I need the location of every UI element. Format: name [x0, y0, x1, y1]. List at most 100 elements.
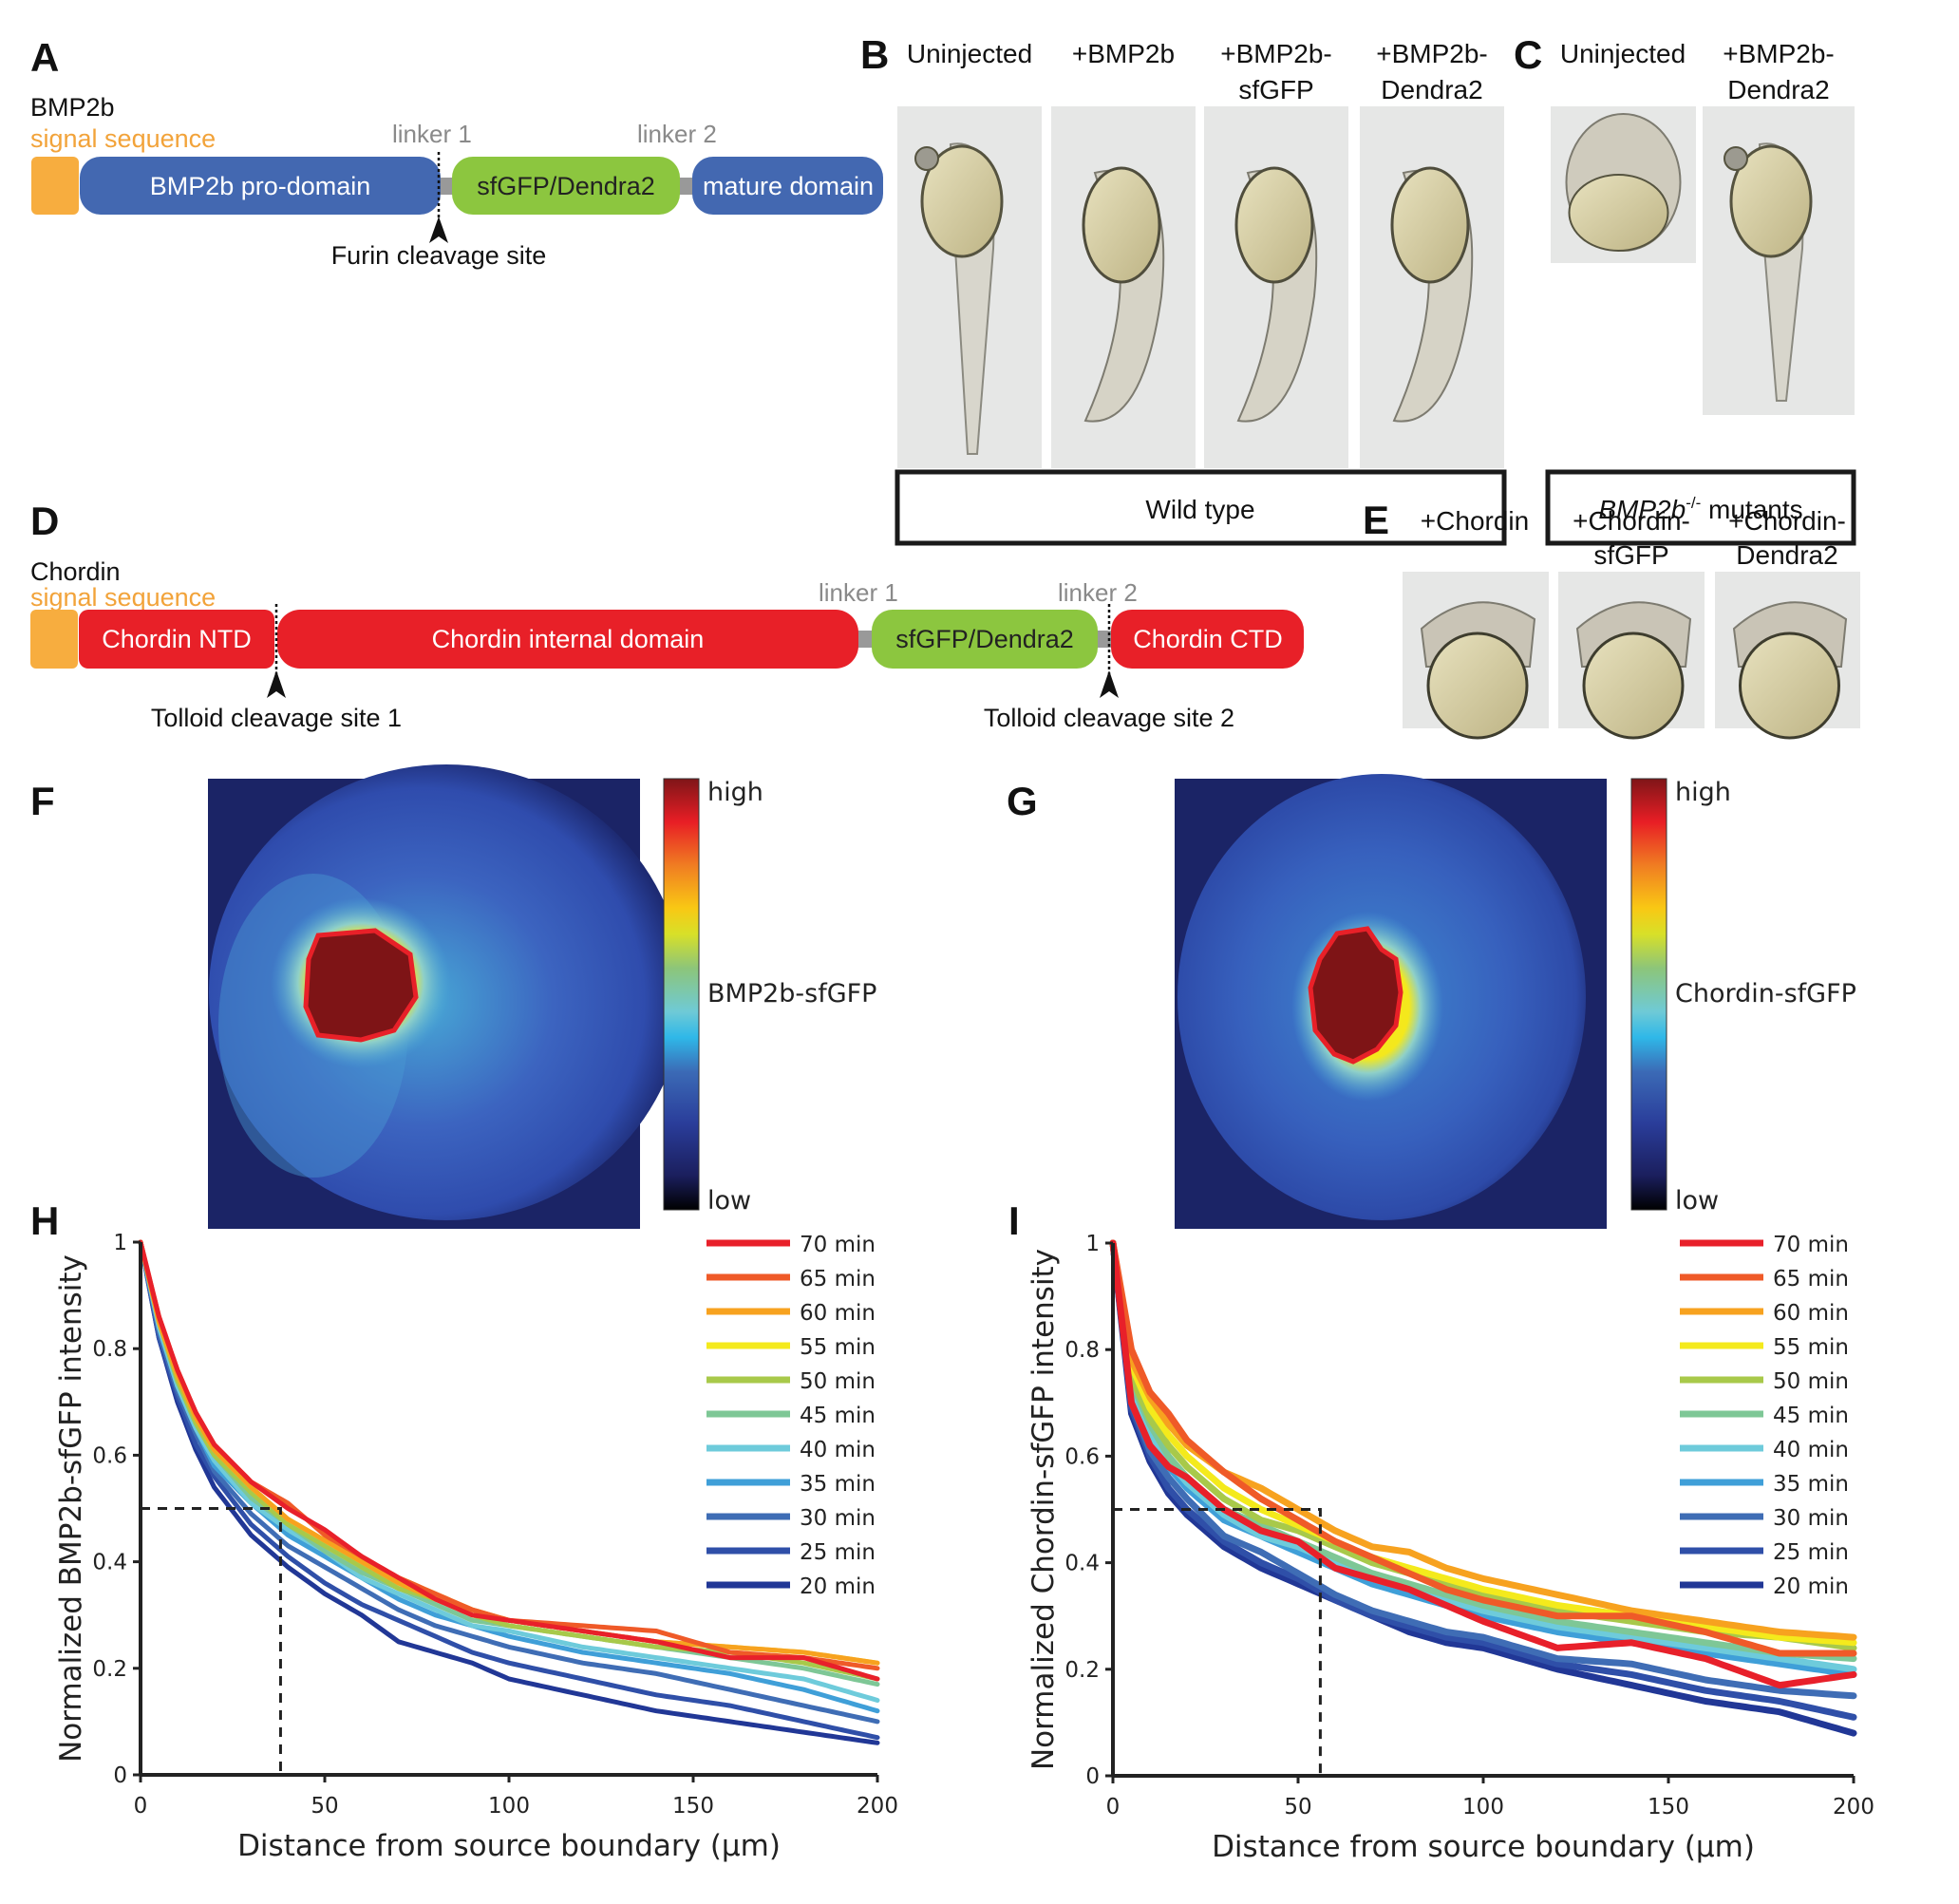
- ntd-domain: [79, 610, 274, 669]
- legend-label: 45 min: [800, 1404, 876, 1428]
- legend-item: 65 min: [706, 1267, 876, 1291]
- signal-sequence-label: signal sequence: [30, 583, 216, 612]
- legend-item: 55 min: [706, 1335, 876, 1360]
- legend-label: 70 min: [800, 1233, 876, 1257]
- linker2-label: linker 2: [637, 120, 717, 148]
- panel-letter-b: B: [860, 32, 889, 77]
- mutants-label-sup: -/-: [1686, 494, 1701, 512]
- embryo-image-mutant-bmp2b-dendra2: [1703, 106, 1855, 415]
- colorbar-low-label: low: [707, 1186, 751, 1216]
- legend: 70 min 65 min 60 min 55 min 50 min 45 min 40 m…: [706, 1233, 876, 1599]
- series-line-60-min: [138, 1239, 880, 1666]
- b-col2-line1: +BMP2b: [1072, 39, 1175, 68]
- c-col1-line1: Uninjected: [1560, 39, 1686, 68]
- legend-item: 45 min: [706, 1404, 876, 1428]
- panel-f: F high BMP2b-sfGFP low: [30, 764, 876, 1229]
- legend-label: 50 min: [800, 1369, 876, 1394]
- panel-d: D Chordin signal sequence linker 1 linke…: [30, 499, 1304, 732]
- legend-item: 50 min: [1680, 1369, 1849, 1394]
- legend-item: 20 min: [706, 1574, 876, 1599]
- fp-domain: [452, 157, 680, 215]
- colorbar-title: Chordin-sfGFP: [1675, 979, 1856, 1009]
- mutants-label-rest: mutants: [1701, 495, 1802, 524]
- legend-item: 30 min: [706, 1506, 876, 1531]
- colorbar-title: BMP2b-sfGFP: [707, 979, 876, 1009]
- legend-label: 25 min: [800, 1540, 876, 1565]
- series-line-55-min: [1109, 1239, 1857, 1647]
- legend: 70 min 65 min 60 min 55 min 50 min 45 min 40 m…: [1680, 1233, 1849, 1599]
- mutants-label: BMP2b-/- mutants: [1598, 494, 1802, 524]
- legend-label: 40 min: [800, 1438, 876, 1462]
- panel-letter-c: C: [1514, 32, 1542, 77]
- wild-type-label: Wild type: [1145, 495, 1254, 524]
- legend-label: 20 min: [800, 1574, 876, 1599]
- fp-domain-label: sfGFP/Dendra2: [477, 172, 655, 200]
- legend-label: 45 min: [1773, 1404, 1849, 1428]
- half-max-guide: [141, 1507, 282, 1775]
- embryo-image-bmp2b: [1051, 106, 1196, 468]
- legend-label: 70 min: [1773, 1233, 1849, 1257]
- panel-g: G high Chordin-sfGFP low: [1007, 774, 1856, 1229]
- series-line-60-min: [1109, 1239, 1857, 1641]
- embryo-image-mutant-uninjected: [1551, 106, 1696, 263]
- y-tick-label: 1: [1085, 1232, 1100, 1256]
- legend-label: 50 min: [1773, 1369, 1849, 1394]
- linker1-label: linker 1: [392, 120, 472, 148]
- linker2-label: linker 2: [1058, 578, 1138, 607]
- ctd-domain: [1111, 610, 1304, 669]
- series-line-55-min: [138, 1239, 880, 1666]
- legend-label: 20 min: [1773, 1574, 1849, 1599]
- series-line-40-min: [1109, 1239, 1857, 1673]
- mutants-box: [1545, 469, 1856, 546]
- legend-label: 60 min: [800, 1301, 876, 1326]
- e-col3-line1: +Chordin-: [1728, 506, 1846, 536]
- panel-letter-d: D: [30, 499, 59, 543]
- half-max-guide: [1113, 1508, 1322, 1776]
- linker1-segment: [437, 178, 456, 195]
- embryo-image-bmp2b-sfgfp: [1204, 106, 1348, 468]
- x-tick-label: 150: [672, 1794, 714, 1819]
- legend-label: 30 min: [800, 1506, 876, 1531]
- panel-letter-h: H: [30, 1198, 59, 1243]
- source-region: [1308, 926, 1403, 1065]
- legend-item: 40 min: [1680, 1438, 1849, 1462]
- legend-item: 35 min: [706, 1472, 876, 1497]
- legend-item: 65 min: [1680, 1267, 1849, 1291]
- arrowhead-icon: [267, 670, 286, 698]
- legend-item: 25 min: [1680, 1540, 1849, 1565]
- y-axis-label: Normalized BMP2b-sfGFP intensity: [54, 1254, 88, 1763]
- ctd-label: Chordin CTD: [1133, 625, 1283, 653]
- legend-label: 35 min: [800, 1472, 876, 1497]
- panel-b: B Uninjected +BMP2b +BMP2b- sfGFP +BMP2b…: [860, 32, 1507, 546]
- c-col2-line1: +BMP2b-: [1723, 39, 1835, 68]
- signal-sequence-domain: [31, 157, 79, 215]
- y-tick-label: 0.4: [92, 1551, 127, 1575]
- panel-letter-i: I: [1008, 1198, 1020, 1243]
- y-tick-label: 0.8: [92, 1337, 127, 1362]
- legend-item: 25 min: [706, 1540, 876, 1565]
- arrowhead-icon: [429, 217, 448, 243]
- x-tick-label: 200: [857, 1794, 898, 1819]
- x-tick-label: 100: [488, 1794, 530, 1819]
- source-region: [303, 928, 419, 1043]
- y-tick-label: 1: [113, 1231, 127, 1255]
- panel-a: A BMP2b signal sequence linker 1 linker …: [30, 35, 883, 270]
- x-tick-label: 100: [1462, 1795, 1504, 1819]
- series-line-20-min: [138, 1239, 880, 1745]
- internal-domain-label: Chordin internal domain: [432, 625, 705, 653]
- legend-item: 30 min: [1680, 1506, 1849, 1531]
- e-col1-line1: +Chordin: [1421, 506, 1529, 536]
- wild-type-box: [895, 469, 1507, 546]
- tolloid-site2-label: Tolloid cleavage site 2: [984, 704, 1234, 732]
- legend-item: 20 min: [1680, 1574, 1849, 1599]
- e-col3-line2: Dendra2: [1736, 540, 1837, 570]
- y-tick-label: 0.4: [1064, 1552, 1100, 1576]
- series-line-20-min: [1109, 1239, 1857, 1737]
- panel-letter-f: F: [30, 779, 55, 823]
- embryo-image-chordin-dendra2: [1715, 572, 1860, 740]
- y-tick-label: 0: [1085, 1764, 1100, 1789]
- legend-label: 35 min: [1773, 1472, 1849, 1497]
- colorbar-g: [1630, 778, 1667, 1211]
- series-line-70-min: [138, 1239, 880, 1682]
